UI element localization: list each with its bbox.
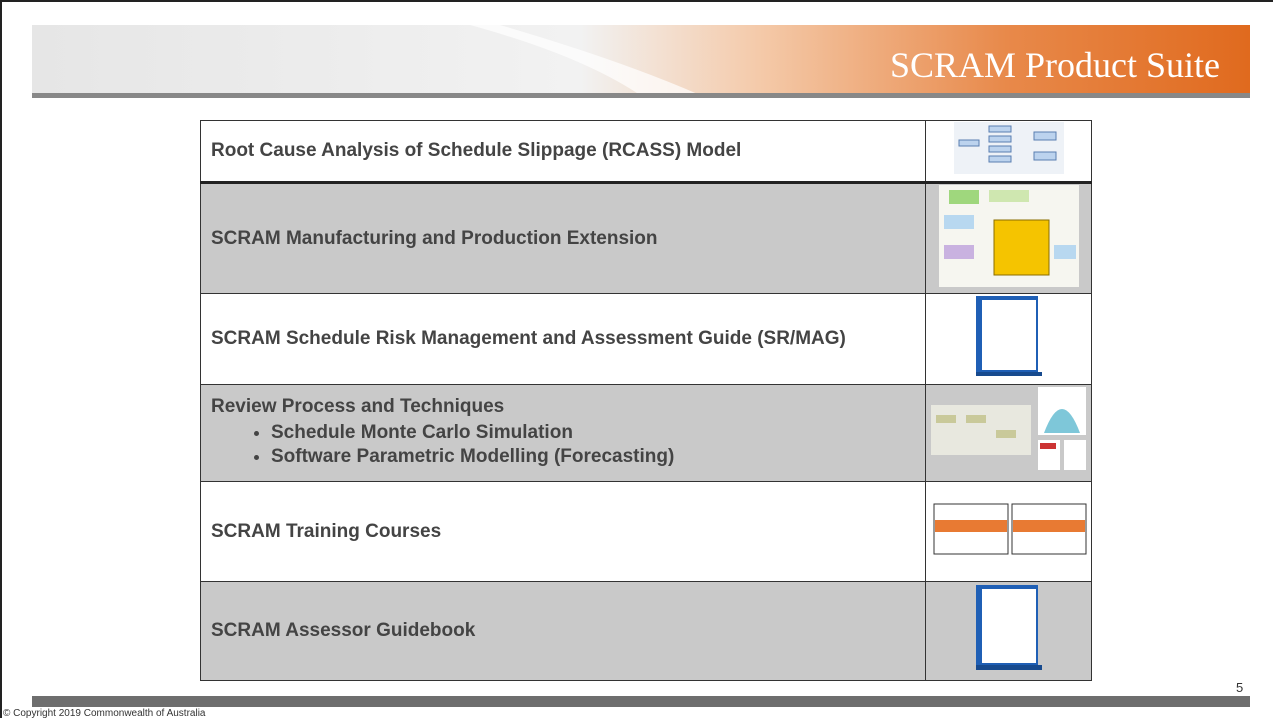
- image-cell: [925, 120, 1092, 183]
- book-thumb: [975, 585, 1042, 670]
- cell: SCRAM Training Courses: [200, 481, 926, 582]
- page-number: 5: [1236, 680, 1244, 695]
- row: SCRAM Training Courses: [200, 481, 1092, 582]
- header-rule: [32, 93, 1250, 98]
- cell: Root Cause Analysis of Schedule Slippage…: [200, 120, 926, 183]
- row-text: SCRAM Assessor Guidebook: [211, 620, 476, 641]
- bullet: Schedule Monte Carlo Simulation: [271, 422, 915, 444]
- cell: Review Process and Techniques Schedule M…: [200, 384, 926, 482]
- bullet-list: Schedule Monte Carlo SimulationSoftware …: [211, 422, 915, 468]
- image-cell: [925, 581, 1092, 681]
- header-swoosh: [470, 25, 700, 95]
- image-cell: [925, 384, 1092, 482]
- cell: SCRAM Assessor Guidebook: [200, 581, 926, 681]
- image-cell: [925, 293, 1092, 385]
- image-cell: [925, 481, 1092, 582]
- row: Review Process and Techniques Schedule M…: [200, 384, 1092, 482]
- diagram-thumb: [938, 184, 1079, 287]
- row-text: SCRAM Training Courses: [211, 520, 442, 542]
- row-text: Root Cause Analysis of Schedule Slippage…: [211, 140, 742, 161]
- row: SCRAM Manufacturing and Production Exten…: [200, 182, 1092, 294]
- cell: SCRAM Schedule Risk Management and Asses…: [200, 293, 926, 385]
- row: Root Cause Analysis of Schedule Slippage…: [200, 120, 1092, 183]
- cell: SCRAM Manufacturing and Production Exten…: [200, 182, 926, 294]
- footer-bar: [32, 696, 1250, 707]
- charts-thumb: [931, 387, 1086, 470]
- bullet: Software Parametric Modelling (Forecasti…: [271, 446, 915, 468]
- image-cell: [925, 182, 1092, 294]
- row-text: SCRAM Manufacturing and Production Exten…: [211, 227, 658, 249]
- diagram-thumb: [953, 122, 1064, 174]
- row-text: SCRAM Schedule Risk Management and Asses…: [211, 328, 846, 349]
- copyright: © Copyright 2019 Commonwealth of Austral…: [3, 708, 206, 719]
- row-text: Review Process and Techniques: [211, 396, 505, 417]
- slide-title: SCRAM Product Suite: [889, 45, 1220, 85]
- book-thumb: [975, 296, 1042, 376]
- row: SCRAM Schedule Risk Management and Asses…: [200, 293, 1092, 385]
- row: SCRAM Assessor Guidebook: [200, 581, 1092, 681]
- course-thumbs: [933, 503, 1087, 554]
- product-table: Root Cause Analysis of Schedule Slippage…: [200, 120, 1092, 681]
